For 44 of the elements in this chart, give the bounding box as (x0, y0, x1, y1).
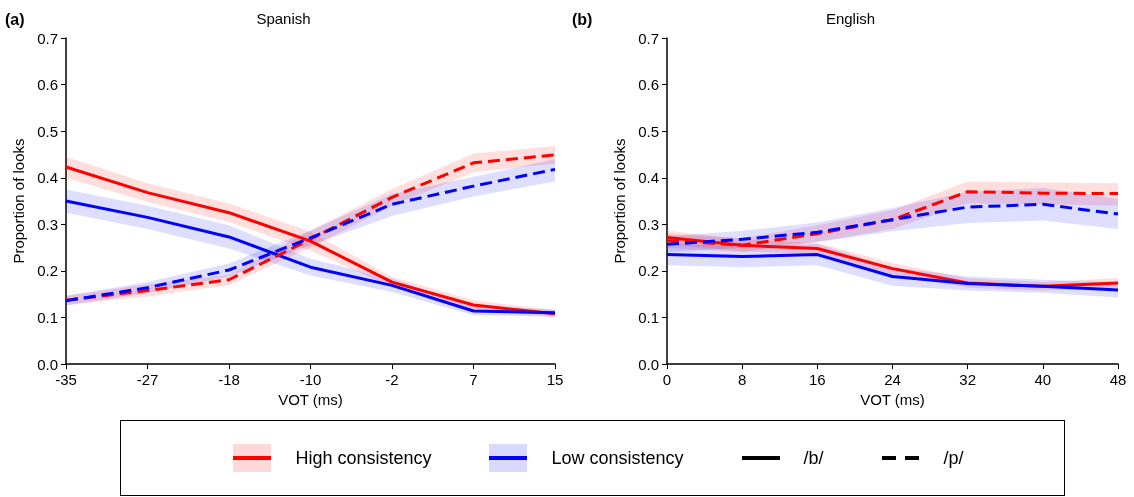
x-tick-label: 0 (662, 371, 672, 389)
y-tick-label: 0.7 (37, 29, 58, 47)
chart-title: English (825, 10, 876, 27)
y-tick-label: 0.5 (37, 122, 58, 140)
line-series (665, 253, 1120, 292)
x-tick-label: 40 (1034, 371, 1052, 389)
text: /b/ (803, 447, 824, 469)
x-tick-label: -35 (55, 371, 77, 389)
y-tick-label: 0.5 (638, 122, 659, 140)
y-tick-label: 0.6 (37, 76, 58, 94)
x-axis-title: VOT (ms) (278, 391, 343, 408)
text: (a) (5, 10, 25, 28)
y-tick-label: 0.2 (37, 262, 58, 280)
x-tick-label: 8 (737, 371, 747, 389)
text: /p/ (943, 447, 964, 469)
x-tick-label: -27 (136, 371, 159, 389)
x-axis-title: VOT (ms) (860, 391, 925, 408)
x-tick-label: -2 (385, 371, 399, 389)
x-tick-label: 24 (884, 371, 901, 389)
y-tick-label: 0.3 (638, 215, 659, 233)
y-tick-label: 0.0 (37, 355, 58, 373)
y-tick-label: 0.0 (638, 355, 659, 373)
x-tick-label: -10 (299, 371, 322, 389)
y-tick-label: 0.3 (37, 215, 58, 233)
y-tick-label: 0.6 (638, 76, 659, 94)
y-tick-label: 0.4 (37, 169, 58, 187)
y-tick-label: 0.1 (37, 309, 58, 327)
text: (b) (572, 10, 593, 28)
y-tick-label: 0.7 (638, 29, 659, 47)
y-tick-label: 0.1 (638, 309, 659, 327)
legend-label: High consistency (295, 447, 432, 469)
x-tick-label: 16 (808, 371, 826, 389)
y-tick-label: 0.2 (638, 262, 659, 280)
y-tick-label: 0.4 (638, 169, 659, 187)
x-tick-label: 32 (959, 371, 977, 389)
chart-title: Spanish (256, 10, 311, 27)
x-tick-label: 7 (469, 371, 478, 389)
x-tick-label: -18 (218, 371, 240, 389)
x-tick-label: 15 (546, 371, 564, 389)
y-axis-title: Proportion of looks (10, 138, 28, 264)
x-tick-label: 48 (1109, 371, 1127, 389)
legend-label: Low consistency (551, 447, 684, 469)
line-series (665, 202, 1120, 246)
y-axis-title: Proportion of looks (611, 138, 629, 264)
